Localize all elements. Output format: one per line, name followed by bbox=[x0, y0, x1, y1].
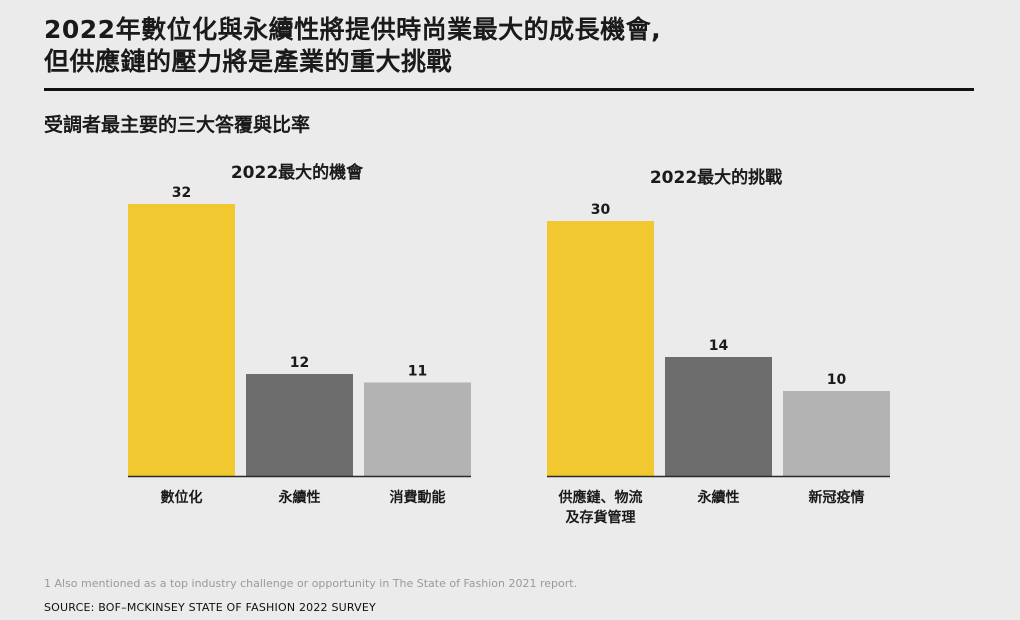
title-divider bbox=[44, 88, 974, 91]
opportunities-chart-title: 2022最大的機會 bbox=[230, 163, 364, 183]
challenge-bar-2 bbox=[665, 357, 772, 476]
challenge-category-label-3: 新冠疫情 bbox=[809, 489, 865, 506]
challenge-value-label-2: 14 bbox=[709, 338, 729, 354]
opportunity-bar-2 bbox=[246, 374, 353, 476]
opportunity-category-label-3: 消費動能 bbox=[390, 489, 446, 506]
opportunity-category-label-1: 數位化 bbox=[161, 489, 203, 506]
title-line-1: 2022年數位化與永續性將提供時尚業最大的成長機會, bbox=[44, 15, 662, 44]
opportunity-bar-1 bbox=[128, 204, 235, 476]
challenge-category-label-1: 供應鏈、物流及存貨管理 bbox=[558, 489, 643, 526]
opportunity-value-label-2: 12 bbox=[290, 355, 309, 371]
footnote: 1 Also mentioned as a top industry chall… bbox=[44, 577, 578, 590]
chart-subtitle: 受調者最主要的三大答覆與比率 bbox=[44, 114, 311, 136]
challenge-bar-1 bbox=[547, 221, 654, 476]
opportunity-bar-3 bbox=[364, 382, 471, 476]
source-note: SOURCE: BOF–MCKINSEY STATE OF FASHION 20… bbox=[44, 601, 376, 614]
opportunity-category-label-2: 永續性 bbox=[278, 489, 321, 506]
challenge-value-label-1: 30 bbox=[591, 202, 611, 218]
challenge-value-label-3: 10 bbox=[827, 372, 847, 388]
challenges-chart-title: 2022最大的挑戰 bbox=[649, 168, 783, 188]
title-line-2: 但供應鏈的壓力將是產業的重大挑戰 bbox=[44, 47, 453, 76]
challenge-bar-3 bbox=[783, 391, 890, 476]
opportunity-value-label-3: 11 bbox=[408, 364, 427, 380]
opportunity-value-label-1: 32 bbox=[172, 185, 191, 201]
page-title: 2022年數位化與永續性將提供時尚業最大的成長機會, 但供應鏈的壓力將是產業的重… bbox=[44, 14, 974, 78]
challenge-category-label-2: 永續性 bbox=[697, 489, 740, 506]
